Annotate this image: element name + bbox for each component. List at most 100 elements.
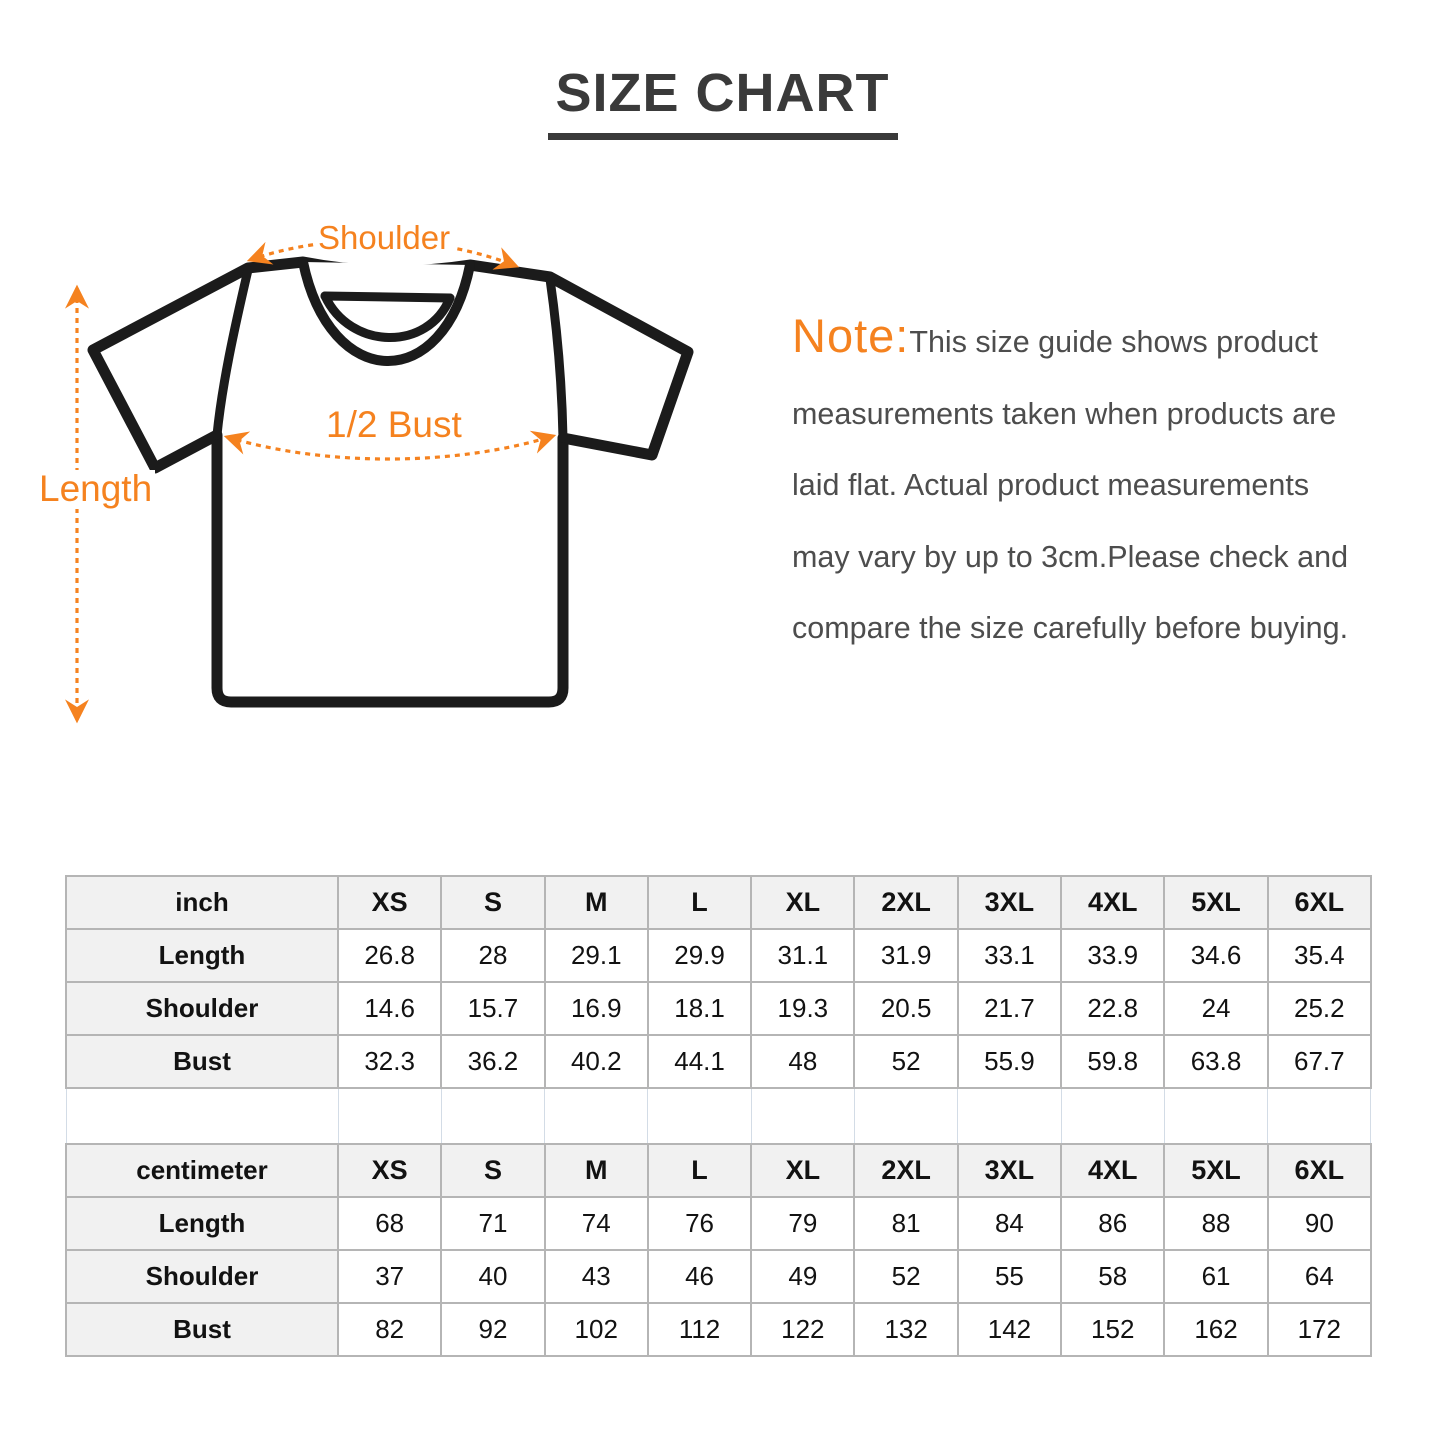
measure-label-cell: Bust <box>65 1302 339 1357</box>
measure-row: Length 26.8 28 29.1 29.9 31.1 31.9 33.1 33.9 34.6… <box>65 928 1372 983</box>
size-table-body: inch XS S M L XL 2XL 3XL 4XL 5XL 6XL Length 26.8 28 29… <box>65 875 1372 1357</box>
value-cell: 43 <box>543 1249 649 1304</box>
value-cell: 64 <box>1266 1249 1372 1304</box>
value-cell: 24 <box>1163 981 1269 1036</box>
measure-label-cell: Length <box>65 1196 339 1251</box>
value-cell: 122 <box>750 1302 856 1357</box>
measure-label-cell: Length <box>65 928 339 983</box>
size-header-cell: 6XL <box>1266 1143 1372 1198</box>
value-cell: 82 <box>336 1302 443 1357</box>
collar-inner-arc <box>320 291 455 342</box>
value-cell: 61 <box>1163 1249 1269 1304</box>
measure-label-cell: Bust <box>65 1034 339 1089</box>
size-header-cell: S <box>440 1143 546 1198</box>
size-table: inch XS S M L XL 2XL 3XL 4XL 5XL 6XL Length 26.8 28 29… <box>65 875 1372 1357</box>
spacer-cell <box>750 1088 855 1144</box>
value-cell: 58 <box>1060 1249 1166 1304</box>
value-cell: 88 <box>1163 1196 1269 1251</box>
note-line: compare the size carefully before buying… <box>792 611 1349 645</box>
spacer-cell <box>337 1088 442 1144</box>
value-cell: 152 <box>1060 1302 1166 1357</box>
note-line: measurements taken when products are <box>792 396 1337 431</box>
value-cell: 90 <box>1266 1196 1372 1251</box>
tshirt-diagram-svg <box>65 238 694 724</box>
value-cell: 162 <box>1163 1302 1269 1357</box>
value-cell: 63.8 <box>1163 1034 1269 1089</box>
value-cell: 31.1 <box>750 928 856 983</box>
size-header-cell: 3XL <box>956 875 1063 930</box>
size-header-cell: 4XL <box>1060 1143 1166 1198</box>
value-cell: 14.6 <box>336 981 443 1036</box>
value-cell: 132 <box>853 1302 959 1357</box>
length-measure-label: Length <box>36 469 156 509</box>
unit-label-cell: centimeter <box>65 1143 339 1198</box>
measure-row: Shoulder 14.6 15.7 16.9 18.1 19.3 20.5 21.7 22.8… <box>65 981 1372 1036</box>
size-table-wrap: inch XS S M L XL 2XL 3XL 4XL 5XL 6XL Length 26.8 28 29… <box>65 875 1372 1357</box>
measure-label-cell: Shoulder <box>65 1249 339 1304</box>
value-cell: 86 <box>1060 1196 1166 1251</box>
size-header-cell: M <box>543 875 649 930</box>
value-cell: 29.1 <box>543 928 649 983</box>
value-cell: 52 <box>853 1249 959 1304</box>
size-header-cell: XL <box>750 1143 856 1198</box>
size-header-cell: XS <box>336 875 443 930</box>
value-cell: 92 <box>440 1302 546 1357</box>
bust-measure-label: 1/2 Bust <box>323 405 465 445</box>
spacer-cell <box>1060 1088 1165 1144</box>
value-cell: 33.1 <box>956 928 1063 983</box>
value-cell: 49 <box>750 1249 856 1304</box>
left-sleeve-seam <box>212 265 253 440</box>
size-header-cell: 5XL <box>1163 1143 1269 1198</box>
note-line: Note:This size guide shows product <box>792 300 1432 379</box>
spacer-cell <box>853 1088 959 1144</box>
value-cell: 55 <box>956 1249 1063 1304</box>
measure-row: Bust 82 92 102 112 122 132 142 152 162 172 <box>65 1302 1372 1357</box>
collar-outer-arc <box>298 257 475 366</box>
size-header-row: inch XS S M L XL 2XL 3XL 4XL 5XL 6XL <box>65 875 1372 930</box>
size-header-cell: 2XL <box>853 875 959 930</box>
size-header-cell: L <box>646 1143 753 1198</box>
size-header-cell: XS <box>336 1143 443 1198</box>
value-cell: 55.9 <box>956 1034 1063 1089</box>
spacer-cell <box>1267 1088 1372 1144</box>
note-line: laid flat. Actual product measurements <box>792 468 1310 502</box>
measure-row: Shoulder 37 40 43 46 49 52 55 58 61 64 <box>65 1249 1372 1304</box>
size-header-cell: 5XL <box>1163 875 1269 930</box>
value-cell: 32.3 <box>336 1034 443 1089</box>
value-cell: 172 <box>1266 1302 1372 1357</box>
value-cell: 36.2 <box>440 1034 546 1089</box>
value-cell: 15.7 <box>440 981 546 1036</box>
shoulder-measure-label: Shoulder <box>315 220 454 256</box>
value-cell: 81 <box>853 1196 959 1251</box>
value-cell: 52 <box>853 1034 959 1089</box>
value-cell: 21.7 <box>956 981 1063 1036</box>
value-cell: 74 <box>543 1196 649 1251</box>
value-cell: 31.9 <box>853 928 959 983</box>
note-line: may vary by up to 3cm.Please check and <box>792 539 1349 574</box>
value-cell: 19.3 <box>750 981 856 1036</box>
spacer-row <box>65 1088 1372 1144</box>
spacer-cell <box>65 1088 339 1144</box>
page-title: SIZE CHART <box>547 62 898 140</box>
title-wrap: SIZE CHART <box>0 62 1445 140</box>
value-cell: 79 <box>750 1196 856 1251</box>
value-cell: 26.8 <box>336 928 443 983</box>
value-cell: 40.2 <box>543 1034 649 1089</box>
value-cell: 48 <box>750 1034 856 1089</box>
spacer-cell <box>544 1088 649 1144</box>
value-cell: 71 <box>440 1196 546 1251</box>
value-cell: 46 <box>646 1249 753 1304</box>
measure-label-cell: Shoulder <box>65 981 339 1036</box>
spacer-cell <box>957 1088 1062 1144</box>
value-cell: 44.1 <box>646 1034 753 1089</box>
value-cell: 34.6 <box>1163 928 1269 983</box>
value-cell: 112 <box>646 1302 753 1357</box>
value-cell: 40 <box>440 1249 546 1304</box>
size-header-cell: 3XL <box>956 1143 1063 1198</box>
collar-back-line <box>320 291 455 303</box>
size-header-cell: S <box>440 875 546 930</box>
right-sleeve-seam <box>545 274 568 443</box>
value-cell: 35.4 <box>1266 928 1372 983</box>
value-cell: 16.9 <box>543 981 649 1036</box>
